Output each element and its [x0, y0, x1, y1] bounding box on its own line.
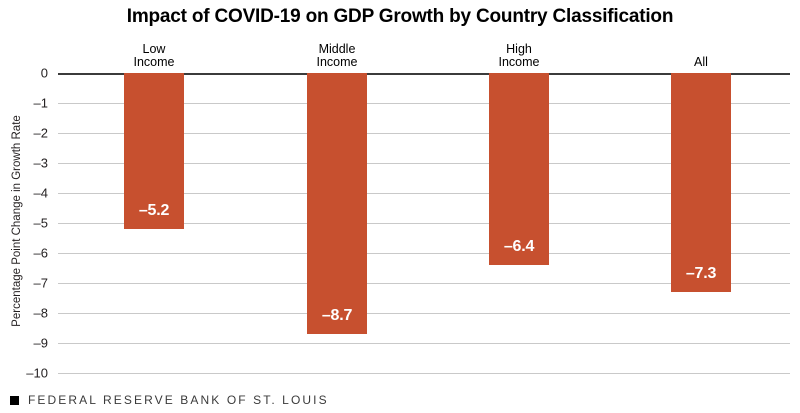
y-axis-tick: –4 [33, 185, 48, 201]
bar-value-label: –8.7 [321, 307, 353, 324]
plot-area: –5.2 –8.7 –6.4 –7.3 [58, 73, 790, 374]
gridline [58, 193, 790, 194]
y-axis-tick: –6 [33, 245, 48, 261]
y-axis-tick: –3 [33, 155, 48, 171]
y-axis-tick: –5 [33, 215, 48, 231]
bar[interactable]: –6.4 [489, 73, 549, 265]
gridline [58, 133, 790, 134]
x-axis-category-label: High Income [498, 42, 540, 69]
bar[interactable]: –8.7 [307, 73, 367, 334]
gridline [58, 283, 790, 284]
bar-value-label: –6.4 [503, 238, 535, 255]
bar[interactable]: –7.3 [671, 73, 731, 292]
chart-title: Impact of COVID-19 on GDP Growth by Coun… [126, 6, 674, 27]
footer-label: FEDERAL RESERVE BANK OF ST. LOUIS [28, 393, 329, 407]
gridline [58, 343, 790, 344]
y-axis-tick: –8 [33, 305, 48, 321]
y-axis-tick: –10 [26, 365, 48, 381]
y-axis-tick-labels: 0 –1 –2 –3 –4 –5 –6 –7 –8 –9 –10 [0, 67, 52, 380]
bar-value-label: –7.3 [685, 265, 717, 282]
square-bullet-icon [10, 395, 19, 405]
gridline [58, 253, 790, 254]
y-axis-label: Percentage Point Change in Growth Rate [11, 115, 23, 327]
gridline [58, 373, 790, 374]
x-axis-category-label: All [694, 55, 708, 69]
gridline [58, 223, 790, 224]
footer: FEDERAL RESERVE BANK OF ST. LOUIS [10, 393, 329, 407]
gridline [58, 313, 790, 314]
y-axis-tick: –2 [33, 125, 48, 141]
y-axis-tick: 0 [40, 65, 48, 81]
bar-value-label: –5.2 [138, 202, 170, 219]
x-axis-category-label: Low Income [133, 42, 175, 69]
x-axis-category-label: Middle Income [316, 42, 358, 69]
gridline [58, 163, 790, 164]
bar[interactable]: –5.2 [124, 73, 184, 229]
y-axis-tick: –7 [33, 275, 48, 291]
zero-axis-line [58, 73, 790, 75]
y-axis-tick: –9 [33, 335, 48, 351]
y-axis-tick: –1 [33, 95, 48, 111]
gridline [58, 103, 790, 104]
